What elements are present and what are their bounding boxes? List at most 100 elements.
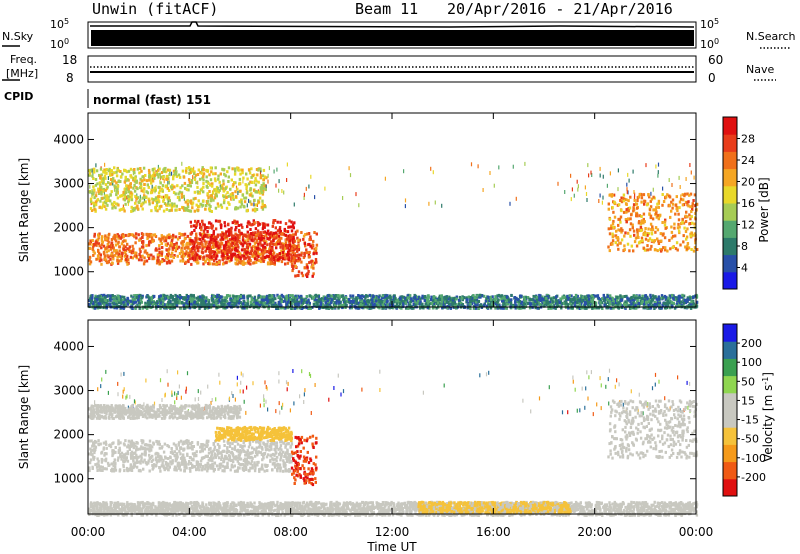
range-gate-cell <box>260 184 263 187</box>
range-gate-cell <box>202 295 205 299</box>
range-gate-cell <box>128 197 131 201</box>
range-gate-cell <box>232 196 235 199</box>
range-gate-cell <box>95 199 99 203</box>
range-gate-cell <box>207 262 210 265</box>
range-gate-cell <box>197 249 200 253</box>
range-gate-cell <box>269 261 273 265</box>
range-gate-cell <box>248 256 251 260</box>
range-gate-cell <box>265 234 268 238</box>
range-gate-cell <box>230 230 233 234</box>
range-gate-cell <box>89 207 93 210</box>
range-gate-cell <box>206 247 209 251</box>
range-gate-cell <box>195 221 199 225</box>
range-gate-cell <box>644 237 648 241</box>
range-gate-cell <box>279 245 282 249</box>
range-gate-cell <box>271 249 274 253</box>
range-gate-cell <box>302 237 305 241</box>
range-gate-cell <box>253 247 257 251</box>
range-gate-cell <box>297 253 300 257</box>
range-gate-cell <box>250 223 253 227</box>
range-gate-cell <box>190 179 194 182</box>
scatter-cell <box>248 198 250 203</box>
range-gate-cell <box>198 222 202 226</box>
range-gate-cell <box>200 240 203 244</box>
range-gate-cell <box>240 260 243 264</box>
range-gate-cell <box>249 193 252 197</box>
nave-label: Nave <box>746 63 774 76</box>
scatter-cell <box>126 195 128 200</box>
range-gate-cell <box>281 251 285 254</box>
range-gate-cell <box>264 223 267 227</box>
range-gate-cell <box>145 179 149 183</box>
range-gate-cell <box>143 187 146 191</box>
range-gate-cell <box>245 186 248 190</box>
range-gate-cell <box>130 209 133 213</box>
range-gate-cell <box>180 195 184 199</box>
range-gate-cell <box>200 187 204 191</box>
range-gate-cell <box>141 240 145 243</box>
scatter-cell <box>281 189 283 193</box>
range-gate-cell <box>215 237 218 241</box>
range-gate-cell <box>213 262 216 266</box>
range-gate-cell <box>89 260 93 264</box>
range-gate-cell <box>194 240 197 244</box>
range-gate-cell <box>161 246 164 249</box>
range-gate-cell <box>226 170 229 174</box>
range-gate-cell <box>243 257 246 261</box>
range-gate-cell <box>214 227 218 231</box>
range-gate-cell <box>203 245 206 249</box>
range-gate-cell <box>622 210 626 214</box>
range-gate-cell <box>267 261 270 265</box>
range-gate-cell <box>119 180 122 183</box>
range-gate-cell <box>254 190 257 194</box>
range-gate-cell <box>131 244 134 248</box>
range-gate-cell <box>291 264 294 268</box>
range-gate-cell <box>249 180 252 184</box>
range-gate-cell <box>298 238 302 242</box>
range-gate-cell <box>132 247 135 251</box>
range-gate-cell <box>300 271 304 275</box>
range-gate-cell <box>89 240 93 244</box>
range-gate-cell <box>238 200 241 204</box>
range-gate-cell <box>691 221 694 225</box>
range-gate-cell <box>617 223 620 227</box>
scatter-cell <box>104 162 106 167</box>
range-gate-cell <box>195 181 198 185</box>
range-gate-cell <box>313 231 316 234</box>
scatter-cell <box>151 176 154 181</box>
range-gate-cell <box>684 230 688 233</box>
range-gate-cell <box>107 236 110 240</box>
range-gate-cell <box>287 246 290 250</box>
range-gate-cell <box>252 233 255 237</box>
range-gate-cell <box>683 194 686 198</box>
range-gate-cell <box>98 299 102 303</box>
range-gate-cell <box>611 235 614 239</box>
range-gate-cell <box>192 240 195 244</box>
range-gate-cell <box>672 234 675 238</box>
scatter-cell <box>633 190 635 194</box>
range-gate-cell <box>223 251 226 255</box>
range-gate-cell <box>199 170 202 174</box>
range-gate-cell <box>156 195 160 199</box>
range-gate-cell <box>225 235 228 238</box>
range-gate-cell <box>656 228 660 232</box>
range-gate-cell <box>226 256 230 260</box>
range-gate-cell <box>198 237 202 241</box>
range-gate-cell <box>255 179 258 183</box>
range-gate-cell <box>129 195 132 199</box>
range-gate-cell <box>156 209 159 213</box>
range-gate-cell <box>195 244 199 248</box>
range-gate-cell <box>114 243 118 247</box>
range-gate-cell <box>150 237 154 241</box>
range-gate-cell <box>213 250 216 254</box>
range-gate-cell <box>153 186 156 190</box>
range-gate-cell <box>254 257 257 261</box>
range-gate-cell <box>150 209 153 213</box>
nsearch-label: N.Search <box>746 30 796 43</box>
range-gate-cell <box>127 190 130 194</box>
range-gate-cell <box>114 239 118 243</box>
range-gate-cell <box>311 243 314 247</box>
scatter-cell <box>314 195 316 200</box>
range-gate-cell <box>198 177 202 181</box>
scatter-cell <box>627 172 629 177</box>
